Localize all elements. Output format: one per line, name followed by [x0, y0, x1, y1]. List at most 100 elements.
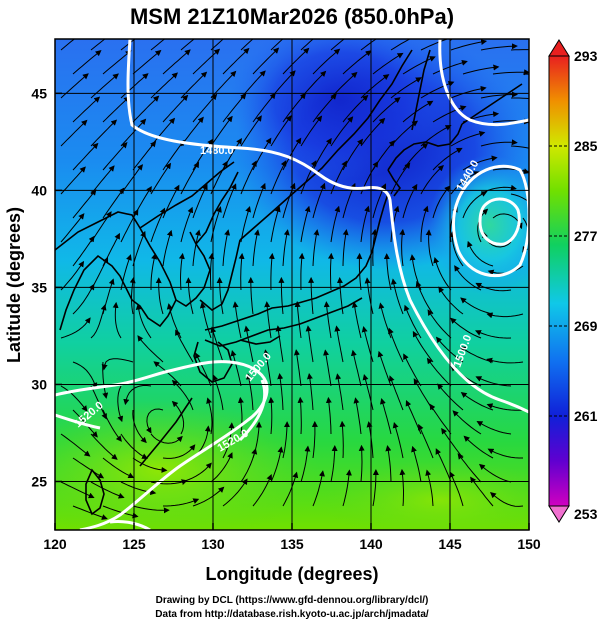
streamline [356, 252, 363, 291]
streamline [195, 352, 212, 387]
streamline [467, 240, 494, 267]
streamline [60, 213, 85, 243]
contour-label: 1480.0 [200, 145, 234, 157]
streamline [298, 252, 305, 291]
streamline [270, 205, 281, 243]
streamline [477, 208, 489, 243]
streamline [208, 252, 215, 291]
map-panel: 1480.0 1440.0 1500.0 1520.0 1520.0 1500.… [55, 39, 529, 530]
streamline [300, 160, 317, 195]
streamline [90, 304, 107, 339]
streamline [252, 229, 260, 267]
colorbar-tick-label: 293 [574, 48, 598, 64]
streamline [330, 116, 354, 147]
streamline [300, 39, 314, 51]
streamline [330, 160, 347, 195]
streamline [210, 452, 233, 483]
streamline [180, 39, 195, 51]
streamline [450, 171, 480, 195]
streamline [238, 252, 245, 291]
streamline [268, 252, 275, 291]
streamline [102, 505, 139, 519]
streamline [475, 376, 512, 387]
streamline [282, 47, 310, 75]
x-tick-label: 120 [43, 536, 67, 552]
streamline [358, 444, 365, 483]
streamline [420, 39, 456, 51]
streamline [60, 481, 95, 499]
streamline [210, 206, 222, 243]
streamline [132, 230, 146, 267]
streamline [372, 97, 401, 123]
streamline [120, 254, 132, 291]
streamline [163, 498, 200, 507]
streamline [240, 448, 258, 483]
contour-1480 [126, 39, 529, 414]
streamline [120, 39, 136, 51]
streamline [385, 445, 392, 483]
streamline [72, 96, 101, 123]
streamline [101, 358, 134, 371]
streamline [72, 189, 97, 219]
streamline [216, 277, 224, 315]
streamline [60, 73, 89, 99]
colorbar-tick-label: 269 [574, 318, 598, 334]
streamline [72, 50, 102, 75]
streamline [487, 448, 523, 459]
streamline [457, 453, 482, 483]
streamline [360, 117, 386, 147]
coastlines [55, 49, 523, 516]
streamline [192, 229, 201, 267]
streamline [60, 166, 86, 195]
streamline [178, 252, 185, 291]
streamline [510, 49, 529, 51]
streamline [102, 142, 128, 171]
streamline [486, 312, 524, 319]
streamline [323, 349, 332, 387]
streamline [120, 433, 148, 459]
streamline [390, 39, 411, 51]
streamline [480, 43, 518, 51]
streamline [129, 277, 136, 315]
streamline [312, 470, 325, 507]
streamline [351, 301, 362, 339]
streamline [435, 336, 464, 363]
streamline [306, 373, 314, 411]
streamline [243, 325, 254, 363]
streamline [222, 183, 237, 219]
colorbar: 253 261 269 277 285 293 [548, 39, 598, 523]
streamline [60, 317, 91, 339]
streamline [222, 422, 235, 459]
warm-region-east [320, 460, 529, 530]
streamline [145, 408, 164, 434]
streamline [362, 373, 374, 411]
streamline [427, 309, 452, 339]
streamline [293, 349, 302, 387]
streamline [247, 276, 254, 315]
colorbar-scale [548, 55, 570, 507]
streamline [383, 253, 392, 291]
streamline [294, 301, 302, 339]
y-tick-label: 35 [31, 279, 47, 295]
footer-credit-drawing: Drawing by DCL (https://www.gfd-dennou.o… [156, 595, 429, 606]
streamline [402, 100, 434, 123]
streamline [323, 301, 332, 339]
streamline [240, 205, 252, 243]
streamline [429, 403, 452, 435]
streamline [240, 160, 257, 195]
streamline [312, 48, 341, 75]
streamline [90, 73, 119, 99]
streamline [335, 373, 344, 411]
streamline [132, 457, 168, 473]
streamline [206, 397, 213, 435]
streamline [132, 140, 157, 171]
streamline [420, 81, 455, 99]
streamline [252, 473, 273, 507]
y-tick-label: 30 [31, 376, 47, 392]
streamline [492, 168, 529, 175]
streamline [426, 357, 452, 387]
streamline [450, 130, 486, 147]
streamline [486, 357, 524, 364]
streamline [300, 115, 323, 147]
streamline [90, 119, 118, 147]
